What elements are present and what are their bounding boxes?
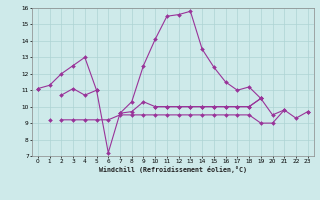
X-axis label: Windchill (Refroidissement éolien,°C): Windchill (Refroidissement éolien,°C) [99, 166, 247, 173]
